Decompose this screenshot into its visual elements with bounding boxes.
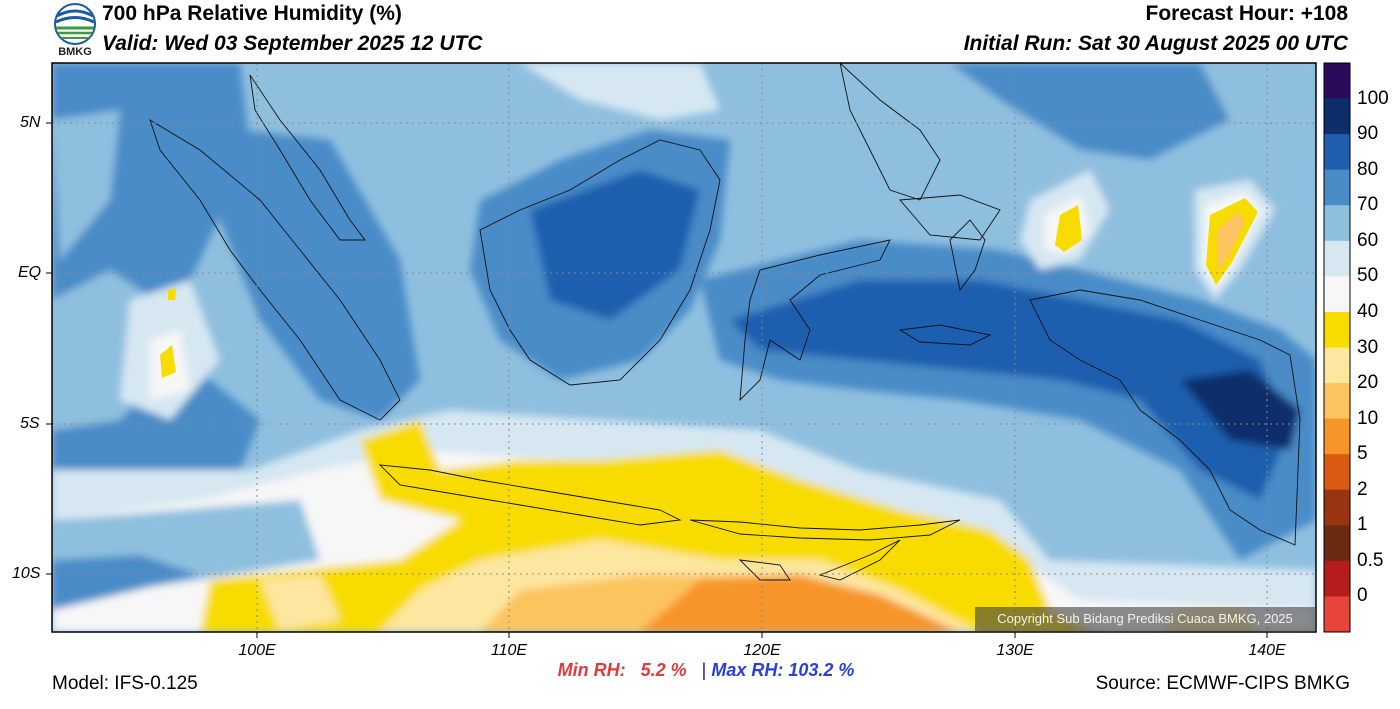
colorbar-swatch: [1324, 489, 1350, 526]
rh-stats: Min RH: 5.2 % | Max RH: 103.2 %: [0, 660, 1400, 681]
lat-label-eq: EQ: [18, 264, 42, 281]
bmkg-logo-icon: [54, 3, 96, 45]
map-frame: [51, 62, 1317, 633]
colorbar-swatch: [1324, 63, 1350, 100]
colorbar-swatch: [1324, 311, 1350, 348]
colorbar-label: 0.5: [1357, 549, 1384, 571]
colorbar-swatch: [1324, 240, 1350, 277]
humidity-field: [52, 63, 1316, 632]
colorbar-label: 10: [1357, 407, 1379, 429]
model-name: Model: IFS-0.125: [52, 673, 198, 694]
lon-label-100e: 100E: [238, 642, 276, 659]
colorbar-swatch: [1324, 596, 1350, 633]
colorbar-swatch: [1324, 525, 1350, 562]
colorbar-swatch: [1324, 347, 1350, 384]
colorbar-swatch: [1324, 98, 1350, 135]
colorbar-swatch: [1324, 454, 1350, 491]
colorbar-label: 90: [1357, 123, 1379, 145]
colorbar-swatch: [1324, 134, 1350, 171]
colorbar-label: 0: [1357, 585, 1368, 607]
colorbar-label: 30: [1357, 336, 1379, 358]
lat-label-5s: 5S: [20, 415, 40, 432]
lat-label-10s: 10S: [12, 565, 41, 582]
data-source: Source: ECMWF-CIPS BMKG: [1095, 673, 1350, 694]
max-rh-value: 103.2 %: [788, 660, 855, 680]
lon-label-140e: 140E: [1248, 642, 1286, 659]
colorbar-swatch: [1324, 276, 1350, 313]
colorbar-label: 1: [1357, 514, 1368, 536]
lon-label-130e: 130E: [996, 642, 1034, 659]
colorbar-label: 80: [1357, 158, 1379, 180]
min-rh-value: 5.2 %: [640, 660, 687, 680]
axis-ticks: [46, 122, 1268, 638]
lon-label-110e: 110E: [490, 642, 528, 659]
valid-time: Valid: Wed 03 September 2025 12 UTC: [102, 32, 483, 55]
graticule: [52, 63, 1316, 632]
colorbar-label: 5: [1357, 443, 1368, 465]
map-title: 700 hPa Relative Humidity (%): [102, 2, 402, 25]
colorbar-label: 100: [1357, 87, 1389, 109]
colorbar-label: 2: [1357, 478, 1368, 500]
lon-label-120e: 120E: [743, 642, 781, 659]
bmkg-logo: BMKG: [50, 2, 100, 60]
logo-text: BMKG: [58, 46, 92, 58]
forecast-hour: Forecast Hour: +108: [1145, 2, 1349, 25]
colorbar-label: 60: [1357, 229, 1379, 251]
stats-separator: |: [701, 660, 707, 680]
colorbar-label: 20: [1357, 372, 1379, 394]
colorbar: [1323, 62, 1351, 633]
colorbar-label: 40: [1357, 300, 1379, 322]
colorbar-swatch: [1324, 560, 1350, 597]
colorbar-frame: [1323, 62, 1351, 633]
colorbar-swatch: [1324, 205, 1350, 242]
min-rh-label: Min RH:: [557, 660, 626, 680]
colorbar-swatch: [1324, 383, 1350, 420]
initial-run: Initial Run: Sat 30 August 2025 00 UTC: [963, 32, 1348, 55]
colorbar-label: 50: [1357, 265, 1379, 287]
max-rh-label: Max RH:: [711, 660, 784, 680]
colorbar-swatch: [1324, 169, 1350, 206]
colorbar-swatch: [1324, 418, 1350, 455]
lat-label-5n: 5N: [20, 114, 41, 131]
copyright-notice: Copyright Sub Bidang Prediksi Cuaca BMKG…: [975, 607, 1315, 631]
colorbar-label: 70: [1357, 194, 1379, 216]
